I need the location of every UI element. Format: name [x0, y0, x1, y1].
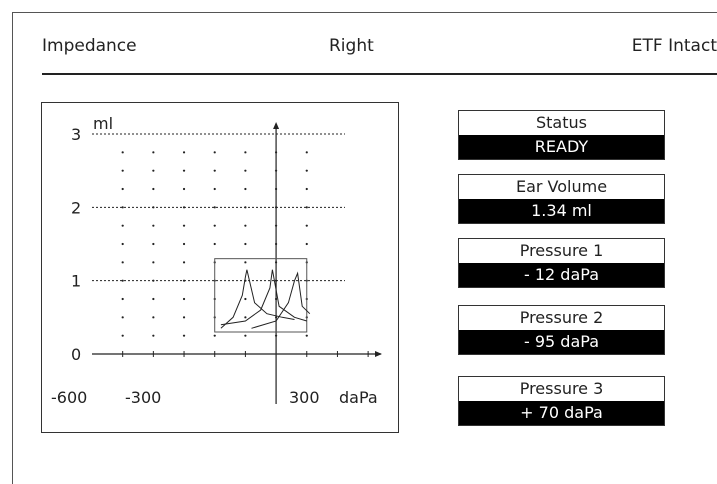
- x-tick-label: -600: [51, 388, 87, 407]
- x-tick-label: -300: [125, 388, 161, 407]
- y-axis-arrow: [273, 122, 280, 129]
- tympanogram-curve-3: [251, 271, 311, 329]
- ear-volume-panel: Ear Volume 1.34 ml: [458, 174, 665, 224]
- tympanogram-frame: [41, 102, 399, 433]
- tympanogram-curve-1: [220, 269, 307, 326]
- ear-volume-label: Ear Volume: [515, 177, 608, 196]
- curves: [220, 269, 311, 329]
- y-axis-label: ml: [93, 114, 113, 133]
- grid-dot: [244, 242, 247, 246]
- grid-dot: [182, 316, 186, 319]
- grid-dot: [244, 224, 247, 227]
- tympanogram-curve-2: [220, 269, 295, 329]
- grid-dot: [244, 151, 247, 154]
- mode-title: Impedance: [42, 36, 137, 56]
- grid-dot: [121, 224, 124, 227]
- grid-dot: [152, 261, 155, 264]
- grid-dot: [305, 151, 308, 154]
- x-axis-arrow: [375, 351, 382, 357]
- grid-dot: [213, 206, 216, 209]
- grid-dot: [305, 224, 308, 227]
- grid-dot: [152, 316, 155, 319]
- grid-dot: [213, 169, 216, 172]
- test-window-box: [214, 258, 308, 333]
- y-tick-label: 0: [71, 345, 81, 364]
- grid-dot: [121, 334, 124, 337]
- ear-volume-value: 1.34 ml: [459, 199, 664, 223]
- window-frame-left: [12, 12, 13, 484]
- grid-dot: [152, 334, 155, 337]
- x-tick-label: 300: [289, 388, 320, 407]
- pressure-2-panel: Pressure 2 - 95 daPa: [458, 305, 665, 355]
- grid-dot: [182, 242, 186, 246]
- grid-dot: [244, 316, 247, 319]
- window-frame-top: [12, 12, 717, 13]
- grid-dot: [152, 187, 155, 191]
- grid-dot: [213, 224, 216, 227]
- grid-dot: [121, 151, 124, 154]
- status-panel: Status READY: [458, 110, 665, 160]
- grid-dot: [182, 224, 186, 227]
- grid-dot: [182, 169, 186, 172]
- grid-dot: [182, 261, 186, 264]
- grid-dot: [121, 206, 124, 209]
- grid-dot: [213, 151, 216, 154]
- test-window-rect: [214, 258, 308, 333]
- pressure-1-panel: Pressure 1 - 12 daPa: [458, 238, 665, 288]
- chart-axes: [92, 122, 382, 404]
- grid-dot: [305, 187, 308, 191]
- y-tick-label: 2: [71, 198, 81, 217]
- grid-dot: [121, 242, 124, 246]
- grid-dot: [213, 334, 216, 337]
- grid-dot: [121, 261, 124, 264]
- grid-dot: [121, 297, 124, 301]
- grid-dot: [152, 151, 155, 154]
- grid-dot: [152, 242, 155, 246]
- grid-dot: [244, 169, 247, 172]
- grid-dot: [121, 187, 124, 191]
- grid-dot: [182, 187, 186, 191]
- header-divider: [42, 73, 717, 75]
- grid-dot: [213, 242, 216, 246]
- grid-dot: [213, 187, 216, 191]
- y-tick-label: 3: [71, 125, 81, 144]
- x-axis-label: daPa: [339, 388, 378, 407]
- y-tick-label: 1: [71, 272, 81, 291]
- grid-dot: [244, 334, 247, 337]
- pressure-1-value: - 12 daPa: [459, 263, 664, 287]
- grid-dot: [152, 297, 155, 301]
- grid-dot: [121, 169, 124, 172]
- grid-dot: [152, 224, 155, 227]
- grid-dot: [182, 334, 186, 337]
- grid-dot: [152, 169, 155, 172]
- grid-dot: [305, 169, 308, 172]
- grid-dot: [121, 279, 124, 282]
- grid-dot: [182, 151, 186, 154]
- pressure-1-label: Pressure 1: [519, 241, 604, 260]
- pressure-2-label: Pressure 2: [519, 308, 604, 327]
- grid-dot: [121, 316, 124, 319]
- pressure-3-label: Pressure 3: [519, 379, 604, 398]
- pressure-2-value: - 95 daPa: [459, 330, 664, 354]
- pressure-3-value: + 70 daPa: [459, 401, 664, 425]
- status-label: Status: [536, 113, 587, 132]
- tympanogram-chart: 0 1 2 3 ml -600 -300 300 daPa: [51, 114, 382, 407]
- grid-dot: [182, 297, 186, 301]
- grid-dot: [305, 206, 308, 209]
- etf-status: ETF Intact: [631, 36, 717, 56]
- ear-indicator: Right: [329, 36, 374, 56]
- grid-dot: [244, 297, 247, 301]
- grid-dot: [305, 242, 308, 246]
- chart-labels: 0 1 2 3 ml -600 -300 300 daPa: [51, 114, 378, 407]
- status-value: READY: [459, 135, 664, 159]
- grid-dot: [244, 187, 247, 191]
- grid-dot: [305, 334, 308, 337]
- pressure-3-panel: Pressure 3 + 70 daPa: [458, 376, 665, 426]
- grid-dot: [244, 261, 247, 264]
